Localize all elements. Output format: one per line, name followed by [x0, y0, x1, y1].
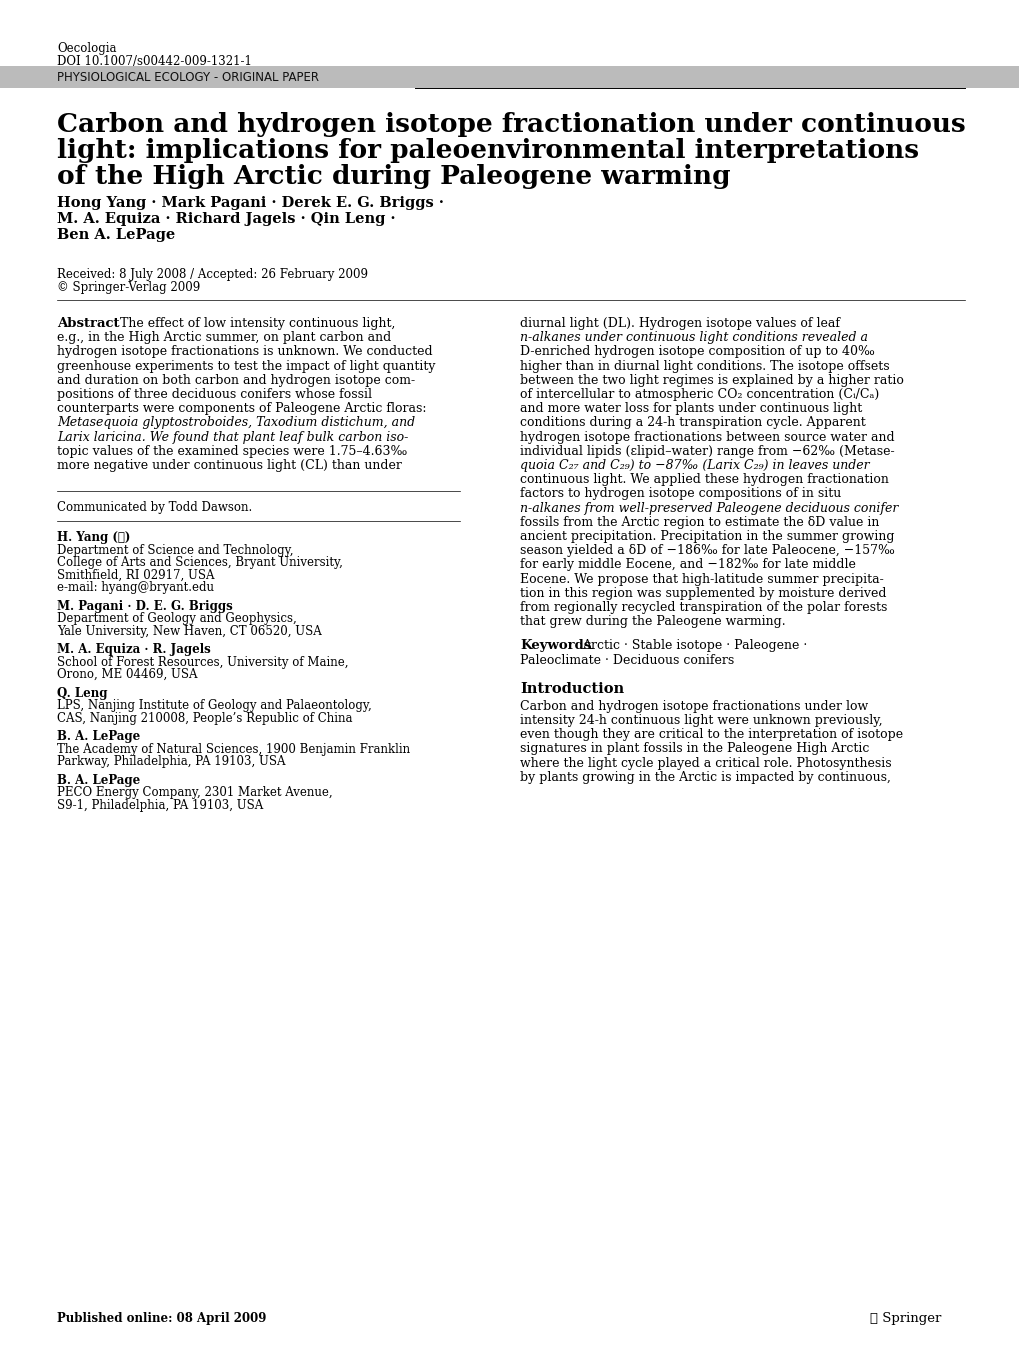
Text: M. A. Equiza · R. Jagels: M. A. Equiza · R. Jagels: [57, 644, 211, 656]
Text: The effect of low intensity continuous light,: The effect of low intensity continuous l…: [120, 317, 395, 331]
Text: by plants growing in the Arctic is impacted by continuous,: by plants growing in the Arctic is impac…: [520, 771, 890, 783]
Text: conditions during a 24-h transpiration cycle. Apparent: conditions during a 24-h transpiration c…: [520, 416, 865, 430]
Text: more negative under continuous light (CL) than under: more negative under continuous light (CL…: [57, 459, 401, 472]
Text: intensity 24-h continuous light were unknown previously,: intensity 24-h continuous light were unk…: [520, 714, 881, 728]
Text: B. A. LePage: B. A. LePage: [57, 774, 141, 787]
Text: Carbon and hydrogen isotope fractionations under low: Carbon and hydrogen isotope fractionatio…: [520, 699, 867, 713]
Text: that grew during the Paleogene warming.: that grew during the Paleogene warming.: [520, 615, 785, 629]
Text: tion in this region was supplemented by moisture derived: tion in this region was supplemented by …: [520, 587, 886, 600]
Text: where the light cycle played a critical role. Photosynthesis: where the light cycle played a critical …: [520, 756, 891, 770]
Text: and duration on both carbon and hydrogen isotope com-: and duration on both carbon and hydrogen…: [57, 374, 415, 386]
Text: e-mail: hyang@bryant.edu: e-mail: hyang@bryant.edu: [57, 581, 214, 595]
Text: The Academy of Natural Sciences, 1900 Benjamin Franklin: The Academy of Natural Sciences, 1900 Be…: [57, 743, 410, 756]
Text: Hong Yang · Mark Pagani · Derek E. G. Briggs ·: Hong Yang · Mark Pagani · Derek E. G. Br…: [57, 196, 443, 210]
Text: Arctic · Stable isotope · Paleogene ·: Arctic · Stable isotope · Paleogene ·: [582, 640, 806, 652]
Text: H. Yang (✉): H. Yang (✉): [57, 531, 130, 545]
Text: Keywords: Keywords: [520, 640, 591, 652]
Text: quoia C₂₇ and C₂₉) to −87‰ (Larix C₂₉) in leaves under: quoia C₂₇ and C₂₉) to −87‰ (Larix C₂₉) i…: [520, 459, 869, 472]
Text: n-alkanes from well-preserved Paleogene deciduous conifer: n-alkanes from well-preserved Paleogene …: [520, 501, 898, 515]
Text: M. Pagani · D. E. G. Briggs: M. Pagani · D. E. G. Briggs: [57, 600, 232, 612]
Text: Metasequoia glyptostroboides, Taxodium distichum, and: Metasequoia glyptostroboides, Taxodium d…: [57, 416, 415, 430]
Text: of intercellular to atmospheric CO₂ concentration (Cᵢ/Cₐ): of intercellular to atmospheric CO₂ conc…: [520, 388, 878, 401]
Text: Department of Geology and Geophysics,: Department of Geology and Geophysics,: [57, 612, 297, 625]
Text: n-alkanes under continuous light conditions revealed a: n-alkanes under continuous light conditi…: [520, 331, 867, 344]
Text: of the High Arctic during Paleogene warming: of the High Arctic during Paleogene warm…: [57, 164, 730, 188]
Text: Ben A. LePage: Ben A. LePage: [57, 228, 175, 243]
Text: from regionally recycled transpiration of the polar forests: from regionally recycled transpiration o…: [520, 602, 887, 614]
Text: e.g., in the High Arctic summer, on plant carbon and: e.g., in the High Arctic summer, on plan…: [57, 331, 391, 344]
Bar: [0, 66, 1019, 88]
Text: Received: 8 July 2008 / Accepted: 26 February 2009: Received: 8 July 2008 / Accepted: 26 Feb…: [57, 268, 368, 280]
Text: signatures in plant fossils in the Paleogene High Arctic: signatures in plant fossils in the Paleo…: [520, 743, 868, 755]
Text: Smithfield, RI 02917, USA: Smithfield, RI 02917, USA: [57, 569, 214, 581]
Text: DOI 10.1007/s00442-009-1321-1: DOI 10.1007/s00442-009-1321-1: [57, 56, 252, 68]
Text: Carbon and hydrogen isotope fractionation under continuous: Carbon and hydrogen isotope fractionatio…: [57, 112, 965, 137]
Text: counterparts were components of Paleogene Arctic floras:: counterparts were components of Paleogen…: [57, 402, 426, 415]
Text: Oecologia: Oecologia: [57, 42, 116, 56]
Text: College of Arts and Sciences, Bryant University,: College of Arts and Sciences, Bryant Uni…: [57, 556, 342, 569]
Text: for early middle Eocene, and −182‰ for late middle: for early middle Eocene, and −182‰ for l…: [520, 558, 855, 572]
Text: Q. Leng: Q. Leng: [57, 687, 107, 699]
Text: positions of three deciduous conifers whose fossil: positions of three deciduous conifers wh…: [57, 388, 372, 401]
Text: continuous light. We applied these hydrogen fractionation: continuous light. We applied these hydro…: [520, 473, 888, 486]
Text: Department of Science and Technology,: Department of Science and Technology,: [57, 543, 293, 557]
Text: topic values of the examined species were 1.75–4.63‰: topic values of the examined species wer…: [57, 444, 407, 458]
Text: © Springer-Verlag 2009: © Springer-Verlag 2009: [57, 280, 200, 294]
Text: individual lipids (εlipid–water) range from −62‰ (Metase-: individual lipids (εlipid–water) range f…: [520, 444, 894, 458]
Text: Introduction: Introduction: [520, 682, 624, 696]
Text: Yale University, New Haven, CT 06520, USA: Yale University, New Haven, CT 06520, US…: [57, 625, 321, 638]
Text: even though they are critical to the interpretation of isotope: even though they are critical to the int…: [520, 728, 902, 741]
Text: Ⓜ Springer: Ⓜ Springer: [869, 1312, 941, 1325]
Text: season yielded a δD of −186‰ for late Paleocene, −157‰: season yielded a δD of −186‰ for late Pa…: [520, 545, 894, 557]
Text: LPS, Nanjing Institute of Geology and Palaeontology,: LPS, Nanjing Institute of Geology and Pa…: [57, 699, 371, 713]
Text: Communicated by Todd Dawson.: Communicated by Todd Dawson.: [57, 501, 252, 514]
Text: B. A. LePage: B. A. LePage: [57, 730, 141, 743]
Text: S9-1, Philadelphia, PA 19103, USA: S9-1, Philadelphia, PA 19103, USA: [57, 798, 263, 812]
Text: Paleoclimate · Deciduous conifers: Paleoclimate · Deciduous conifers: [520, 653, 734, 667]
Text: Eocene. We propose that high-latitude summer precipita-: Eocene. We propose that high-latitude su…: [520, 573, 882, 585]
Text: higher than in diurnal light conditions. The isotope offsets: higher than in diurnal light conditions.…: [520, 359, 889, 373]
Text: M. A. Equiza · Richard Jagels · Qin Leng ·: M. A. Equiza · Richard Jagels · Qin Leng…: [57, 211, 395, 226]
Text: Orono, ME 04469, USA: Orono, ME 04469, USA: [57, 668, 198, 682]
Text: Published online: 08 April 2009: Published online: 08 April 2009: [57, 1312, 266, 1325]
Text: D-enriched hydrogen isotope composition of up to 40‰: D-enriched hydrogen isotope composition …: [520, 346, 874, 359]
Text: Larix laricina. We found that plant leaf bulk carbon iso-: Larix laricina. We found that plant leaf…: [57, 431, 408, 443]
Text: hydrogen isotope fractionations between source water and: hydrogen isotope fractionations between …: [520, 431, 894, 443]
Text: PHYSIOLOGICAL ECOLOGY - ORIGINAL PAPER: PHYSIOLOGICAL ECOLOGY - ORIGINAL PAPER: [57, 70, 319, 84]
Text: between the two light regimes is explained by a higher ratio: between the two light regimes is explain…: [520, 374, 903, 386]
Text: Abstract: Abstract: [57, 317, 119, 331]
Text: PECO Energy Company, 2301 Market Avenue,: PECO Energy Company, 2301 Market Avenue,: [57, 786, 332, 799]
Text: factors to hydrogen isotope compositions of in situ: factors to hydrogen isotope compositions…: [520, 488, 841, 500]
Text: hydrogen isotope fractionations is unknown. We conducted: hydrogen isotope fractionations is unkno…: [57, 346, 432, 359]
Text: School of Forest Resources, University of Maine,: School of Forest Resources, University o…: [57, 656, 348, 669]
Text: and more water loss for plants under continuous light: and more water loss for plants under con…: [520, 402, 861, 415]
Text: light: implications for paleoenvironmental interpretations: light: implications for paleoenvironment…: [57, 138, 918, 163]
Text: diurnal light (DL). Hydrogen isotope values of leaf: diurnal light (DL). Hydrogen isotope val…: [520, 317, 840, 331]
Text: fossils from the Arctic region to estimate the δD value in: fossils from the Arctic region to estima…: [520, 516, 878, 528]
Text: Parkway, Philadelphia, PA 19103, USA: Parkway, Philadelphia, PA 19103, USA: [57, 755, 285, 768]
Text: greenhouse experiments to test the impact of light quantity: greenhouse experiments to test the impac…: [57, 359, 435, 373]
Text: CAS, Nanjing 210008, People’s Republic of China: CAS, Nanjing 210008, People’s Republic o…: [57, 711, 353, 725]
Text: ancient precipitation. Precipitation in the summer growing: ancient precipitation. Precipitation in …: [520, 530, 894, 543]
